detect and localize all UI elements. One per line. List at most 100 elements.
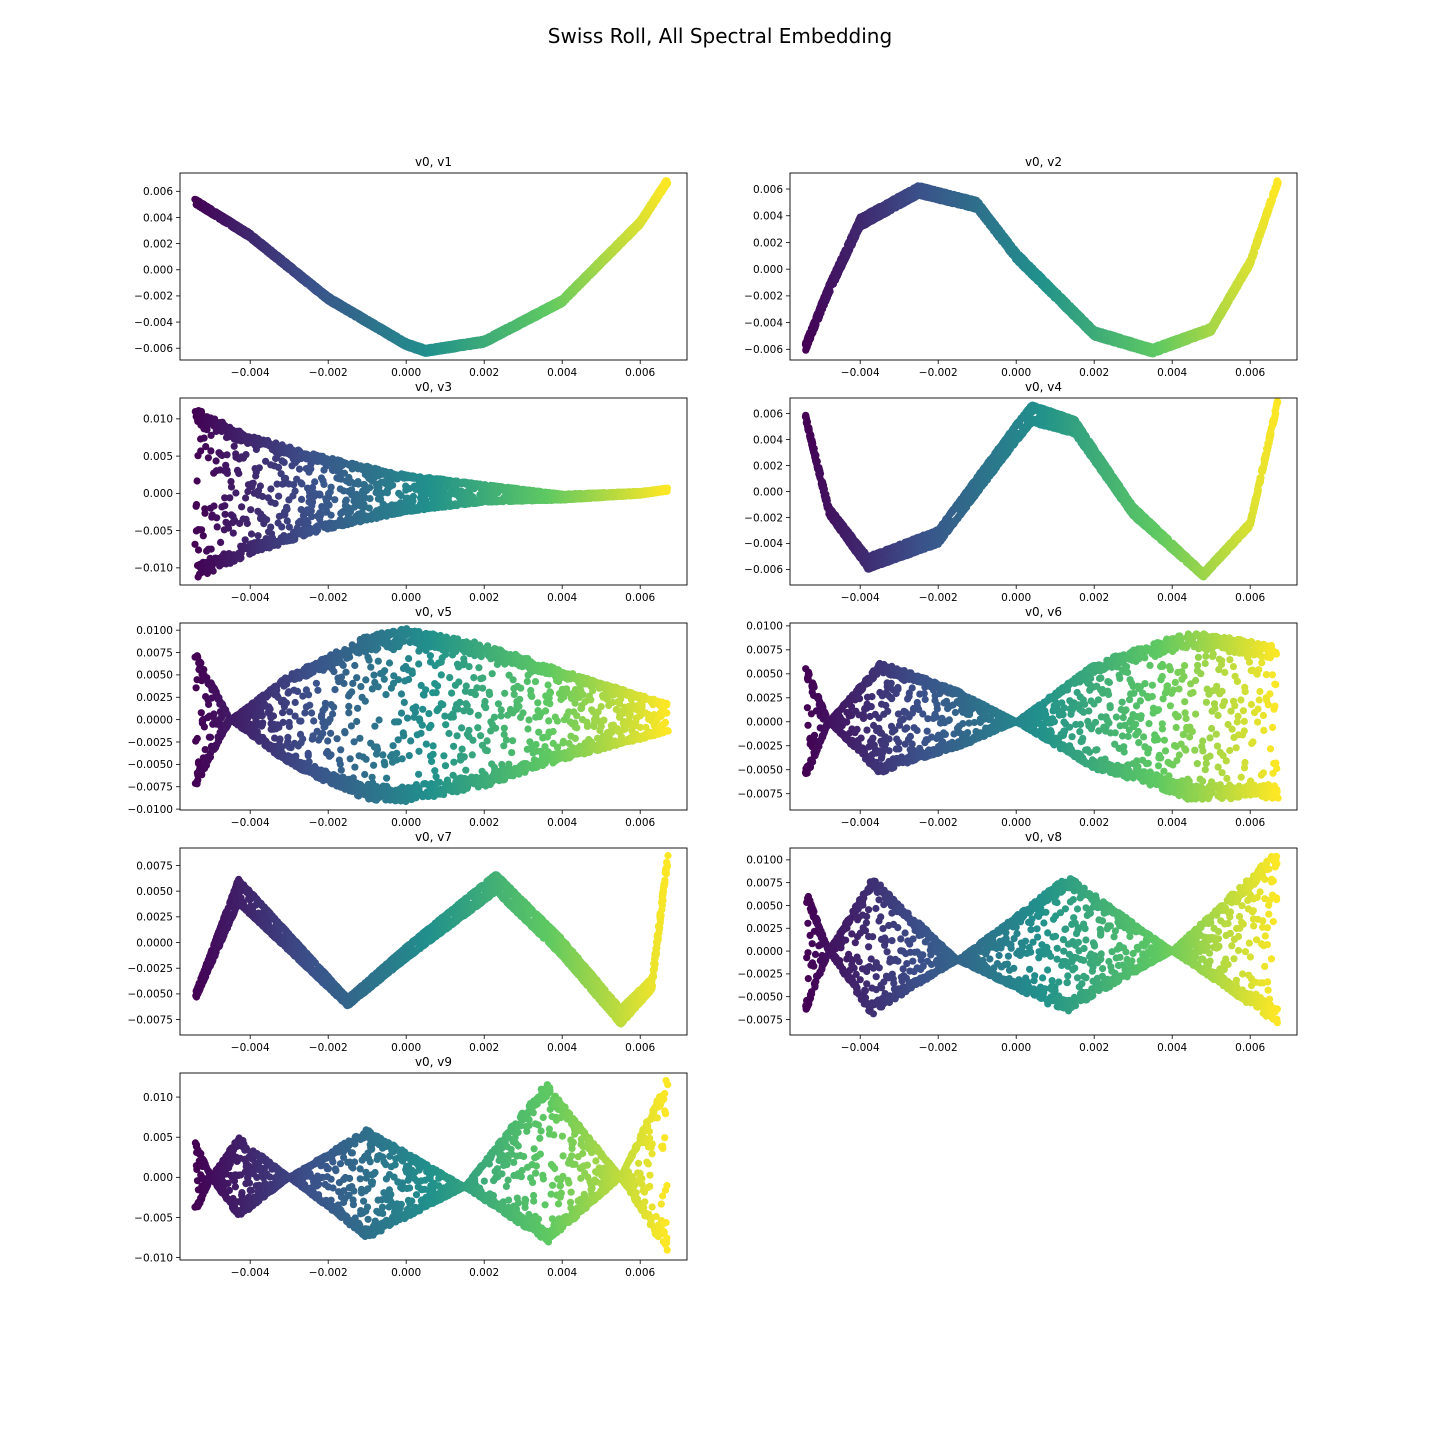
figure-title: Swiss Roll, All Spectral Embedding: [0, 24, 1440, 48]
data-point: [275, 492, 283, 500]
data-point: [1274, 179, 1282, 187]
x-tick-label: 0.004: [547, 367, 577, 379]
data-point: [242, 451, 250, 459]
y-tick-label: −0.006: [744, 344, 783, 356]
data-point: [263, 516, 271, 524]
data-point: [280, 458, 288, 466]
scatter-points: [191, 177, 672, 357]
data-point: [213, 514, 221, 522]
data-point: [226, 494, 234, 502]
data-point: [201, 509, 209, 517]
data-point: [235, 469, 243, 478]
data-point: [191, 540, 199, 548]
data-point: [290, 481, 298, 489]
data-point: [283, 505, 291, 513]
data-point: [256, 482, 264, 490]
data-point: [227, 483, 236, 491]
subplot-3: −0.004 −0.002 0.000 0.002 0.004 0.006−0.010−0…: [134, 380, 688, 604]
y-tick-label: 0.002: [143, 238, 173, 250]
data-point: [255, 464, 263, 472]
x-tick-label: −0.004: [841, 367, 880, 379]
x-tick-label: −0.004: [231, 367, 270, 379]
data-point: [204, 454, 212, 462]
data-point: [207, 447, 215, 455]
x-tick-label: 0.002: [469, 367, 499, 379]
y-tick-label: 0.004: [753, 211, 783, 223]
data-point: [249, 479, 257, 487]
scatter-points: [801, 177, 1282, 358]
data-point: [291, 487, 299, 495]
x-tick-label: 0.006: [1235, 367, 1265, 379]
data-point: [295, 465, 304, 473]
data-point: [278, 523, 286, 531]
x-tick-label: 0.002: [1079, 367, 1109, 379]
data-point: [221, 494, 229, 502]
data-point: [217, 538, 225, 547]
data-point: [229, 529, 237, 537]
data-point: [267, 485, 275, 493]
data-point: [193, 477, 201, 485]
data-point: [197, 447, 205, 455]
data-point: [232, 489, 240, 497]
data-point: [254, 532, 262, 540]
x-tick-label: 0.006: [625, 367, 655, 379]
y-tick-label: 0.004: [143, 212, 173, 224]
data-point: [241, 536, 249, 544]
subplot-title: v0, v1: [415, 155, 452, 169]
y-tick-label: −0.004: [744, 317, 783, 329]
y-tick-label: 0.000: [753, 264, 783, 276]
data-point: [247, 530, 256, 538]
data-point: [207, 545, 215, 553]
subplot-title: v0, v2: [1025, 155, 1062, 169]
data-point: [262, 457, 270, 465]
y-tick-label: 0.006: [753, 184, 783, 196]
y-tick-label: −0.004: [134, 317, 173, 329]
data-point: [221, 510, 229, 518]
data-point: [283, 517, 291, 525]
data-point: [282, 474, 290, 482]
data-point: [199, 532, 207, 540]
scatter-points: [191, 407, 672, 581]
y-tick-label: −0.002: [134, 291, 173, 303]
y-tick-label: 0.000: [143, 265, 173, 277]
data-point: [243, 519, 251, 528]
data-point: [200, 434, 208, 442]
data-point: [198, 526, 206, 534]
data-point: [298, 480, 306, 488]
axes-frame: [179, 172, 688, 361]
data-point: [298, 495, 306, 503]
data-point: [242, 494, 250, 502]
data-point: [230, 442, 238, 450]
data-point: [244, 487, 252, 496]
subplot-1: −0.004 −0.002 0.000 0.002 0.004 0.006 −0.006 −0…: [134, 155, 688, 379]
data-point: [212, 457, 220, 465]
data-point: [285, 523, 293, 531]
data-point: [1250, 249, 1258, 257]
x-tick-label: 0.004: [1157, 367, 1187, 379]
x-tick-label: 0.000: [391, 367, 421, 379]
data-point: [267, 523, 275, 531]
data-point: [236, 555, 244, 563]
y-tick-label: −0.006: [134, 343, 173, 355]
data-point: [259, 492, 267, 501]
x-tick-label: 0.000: [1001, 367, 1031, 379]
data-point: [227, 478, 235, 486]
data-point: [230, 516, 238, 524]
data-point: [224, 524, 233, 532]
x-tick-label: −0.002: [309, 367, 348, 379]
data-point: [812, 321, 820, 329]
data-point: [221, 502, 229, 510]
data-point: [273, 480, 281, 488]
data-point: [213, 523, 221, 531]
data-point: [247, 506, 255, 514]
data-point: [664, 179, 672, 187]
data-point: [297, 506, 305, 514]
data-point: [202, 443, 210, 451]
y-tick-label: 0.002: [753, 237, 783, 249]
data-point: [223, 451, 231, 459]
subplot-2: −0.004 −0.002 0.000 0.002 0.004 0.006−0.006−0…: [744, 155, 1298, 379]
data-point: [271, 499, 279, 508]
data-point: [209, 567, 217, 575]
axes-frame: [789, 172, 1298, 361]
